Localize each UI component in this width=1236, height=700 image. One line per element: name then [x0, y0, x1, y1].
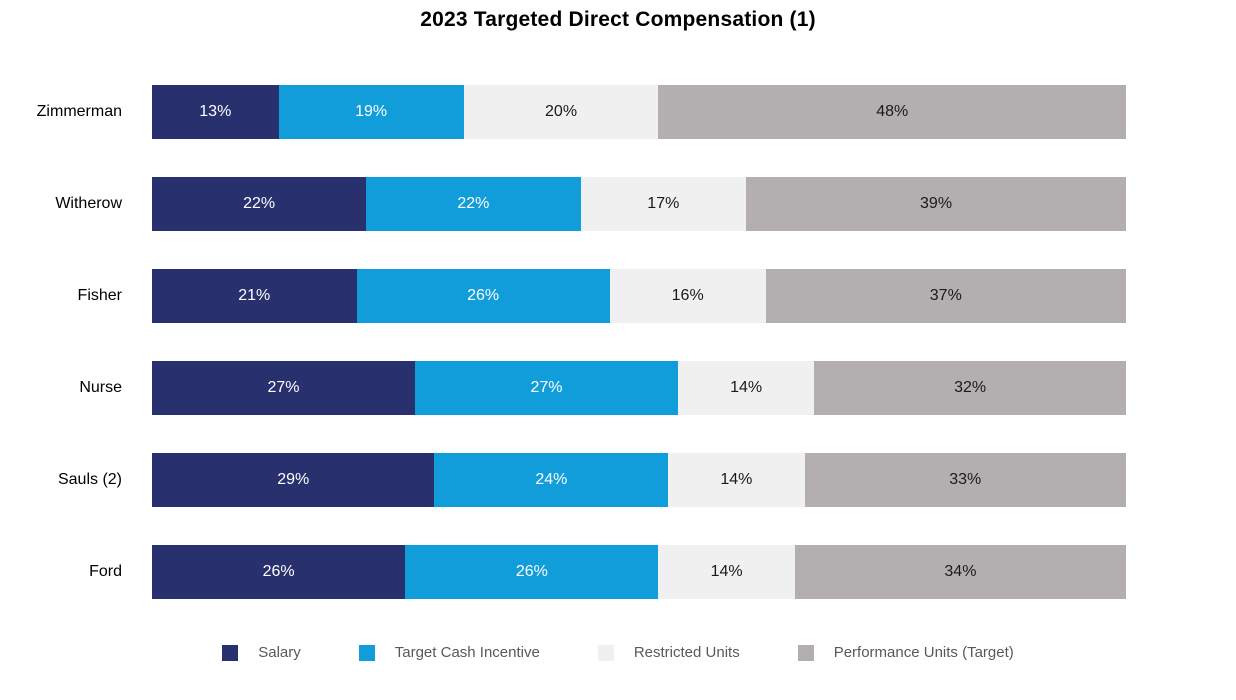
- bar-segment-value: 13%: [199, 103, 232, 120]
- bar-segment: 24%: [434, 453, 669, 507]
- legend-swatch-icon: [222, 644, 239, 661]
- bar-segment: 26%: [405, 545, 659, 599]
- bar-segment-value: 37%: [929, 287, 962, 304]
- bar-segment-value: 14%: [720, 471, 753, 488]
- bar-segment: 39%: [746, 177, 1126, 231]
- bar-segment: 48%: [658, 85, 1126, 139]
- legend-label: Salary: [258, 644, 301, 661]
- bar-segment: 16%: [609, 269, 766, 323]
- bar-segment: 27%: [414, 361, 678, 415]
- bar-segment: 14%: [658, 545, 795, 599]
- chart-title: 2023 Targeted Direct Compensation (1): [420, 8, 816, 31]
- bar-segment: 13%: [152, 85, 279, 139]
- bar-segment-value: 33%: [949, 471, 982, 488]
- bar-segment-value: 27%: [267, 379, 300, 396]
- bar-segment-value: 26%: [515, 563, 548, 580]
- legend-label: Target Cash Incentive: [394, 644, 540, 661]
- bar-segment: 17%: [580, 177, 747, 231]
- legend-item: Performance Units (Target): [797, 644, 1014, 661]
- bar-row: Ford 26% 26% 14% 34%: [0, 526, 1126, 618]
- bar-segment-value: 22%: [243, 195, 276, 212]
- category-label: Witherow: [55, 195, 122, 212]
- bar-track: 29% 24% 14% 33%: [152, 453, 1126, 507]
- bar-row: Zimmerman 13% 19% 20% 48%: [0, 66, 1126, 158]
- legend-label: Performance Units (Target): [833, 644, 1014, 661]
- legend-swatch-icon: [797, 644, 814, 661]
- bar-segment-value: 34%: [944, 563, 977, 580]
- legend-swatch-icon: [597, 644, 614, 661]
- legend-label: Restricted Units: [633, 644, 740, 661]
- bar-track: 26% 26% 14% 34%: [152, 545, 1126, 599]
- bar-segment-value: 27%: [530, 379, 563, 396]
- bar-track: 21% 26% 16% 37%: [152, 269, 1126, 323]
- bar-track: 13% 19% 20% 48%: [152, 85, 1126, 139]
- bar-segment: 34%: [794, 545, 1126, 599]
- category-label: Nurse: [79, 379, 122, 396]
- bar-segment-value: 24%: [535, 471, 568, 488]
- bar-segment-value: 17%: [647, 195, 680, 212]
- bar-segment: 20%: [463, 85, 659, 139]
- bar-segment: 22%: [152, 177, 367, 231]
- bar-segment: 32%: [814, 361, 1126, 415]
- bar-segment: 29%: [152, 453, 435, 507]
- bar-segment: 33%: [804, 453, 1126, 507]
- chart-legend: Salary Target Cash Incentive Restricted Un…: [0, 644, 1236, 661]
- bar-segment: 26%: [356, 269, 610, 323]
- bar-segment-value: 22%: [457, 195, 490, 212]
- bar-segment: 27%: [152, 361, 415, 415]
- category-label: Ford: [89, 563, 122, 580]
- bar-segment: 22%: [366, 177, 581, 231]
- bar-segment-value: 26%: [262, 563, 295, 580]
- bar-row: Nurse 27% 27% 14% 32%: [0, 342, 1126, 434]
- bar-plot-area: Zimmerman 13% 19% 20% 48% Witherow 22% 22% 17% 39…: [0, 66, 1236, 618]
- bar-segment-value: 48%: [876, 103, 909, 120]
- category-label: Zimmerman: [36, 103, 122, 120]
- bar-segment-value: 26%: [467, 287, 500, 304]
- bar-row: Fisher 21% 26% 16% 37%: [0, 250, 1126, 342]
- bar-segment: 21%: [152, 269, 357, 323]
- legend-item: Salary: [222, 644, 301, 661]
- bar-segment-value: 16%: [671, 287, 704, 304]
- legend-swatch-icon: [358, 644, 375, 661]
- bar-segment-value: 32%: [954, 379, 987, 396]
- bar-segment: 26%: [152, 545, 406, 599]
- bar-segment-value: 19%: [355, 103, 388, 120]
- bar-segment-value: 29%: [277, 471, 310, 488]
- bar-segment: 19%: [278, 85, 464, 139]
- bar-segment: 14%: [677, 361, 815, 415]
- category-label: Sauls (2): [57, 471, 122, 488]
- bar-segment-value: 39%: [920, 195, 953, 212]
- bar-track: 22% 22% 17% 39%: [152, 177, 1126, 231]
- bar-segment-value: 14%: [710, 563, 743, 580]
- bar-row: Sauls (2) 29% 24% 14% 33%: [0, 434, 1126, 526]
- category-label: Fisher: [77, 287, 122, 304]
- bar-segment: 37%: [765, 269, 1126, 323]
- bar-track: 27% 27% 14% 32%: [152, 361, 1126, 415]
- legend-item: Target Cash Incentive: [358, 644, 540, 661]
- legend-item: Restricted Units: [597, 644, 740, 661]
- bar-segment-value: 21%: [238, 287, 271, 304]
- bar-row: Witherow 22% 22% 17% 39%: [0, 158, 1126, 250]
- bar-segment-value: 20%: [545, 103, 578, 120]
- bar-segment-value: 14%: [730, 379, 763, 396]
- bar-segment: 14%: [668, 453, 805, 507]
